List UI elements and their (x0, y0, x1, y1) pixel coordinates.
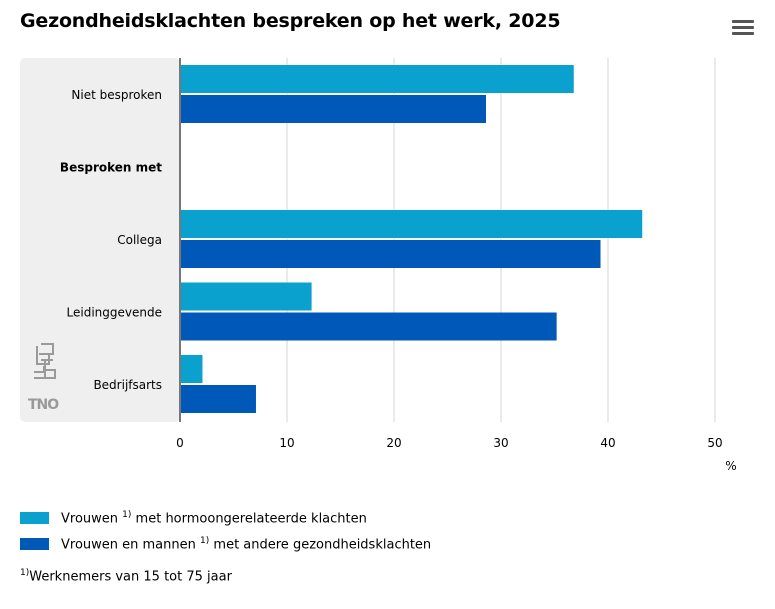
bar-series2[interactable] (180, 385, 256, 413)
hamburger-menu-icon[interactable] (732, 20, 754, 38)
x-tick-label: 50 (707, 436, 722, 450)
category-label: Niet besproken (71, 88, 162, 102)
category-panel (20, 58, 180, 422)
bar-chart: Niet besproken Besproken met Collega Leidin… (20, 58, 737, 473)
category-label: Besproken met (60, 161, 162, 175)
x-tick-label: 30 (493, 436, 508, 450)
legend-item-series1[interactable]: Vrouwen 1) met hormoongerelateerde klach… (20, 510, 367, 526)
legend-swatch-series2 (20, 538, 49, 551)
bar-series2[interactable] (180, 240, 601, 268)
x-tick-label: 20 (386, 436, 401, 450)
footnote: 1)Werknemers van 15 tot 75 jaar (20, 568, 232, 585)
category-label: Bedrijfsarts (93, 378, 162, 392)
bar-series1[interactable] (180, 210, 643, 238)
category-label: Leidinggevende (67, 306, 162, 320)
x-tick-label: 40 (600, 436, 615, 450)
legend-swatch-series1 (20, 512, 49, 525)
x-axis-unit: % (725, 459, 736, 473)
bar-series1[interactable] (180, 65, 574, 93)
category-label: Collega (117, 233, 162, 247)
bar-series1[interactable] (180, 355, 203, 383)
x-tick-label: 10 (279, 436, 294, 450)
tno-logo: TNO (28, 397, 59, 413)
bar-series2[interactable] (180, 95, 487, 123)
chart-title: Gezondheidsklachten bespreken op het wer… (20, 10, 561, 32)
bar-series1[interactable] (180, 282, 312, 311)
legend-label-series1: Vrouwen 1) met hormoongerelateerde klach… (61, 510, 367, 527)
x-tick-label: 0 (176, 436, 184, 450)
legend-label-series2: Vrouwen en mannen 1) met andere gezondhe… (61, 536, 432, 553)
cbs-logo (34, 343, 56, 379)
legend-item-series2[interactable]: Vrouwen en mannen 1) met andere gezondhe… (20, 536, 431, 552)
bar-series2[interactable] (180, 312, 557, 341)
